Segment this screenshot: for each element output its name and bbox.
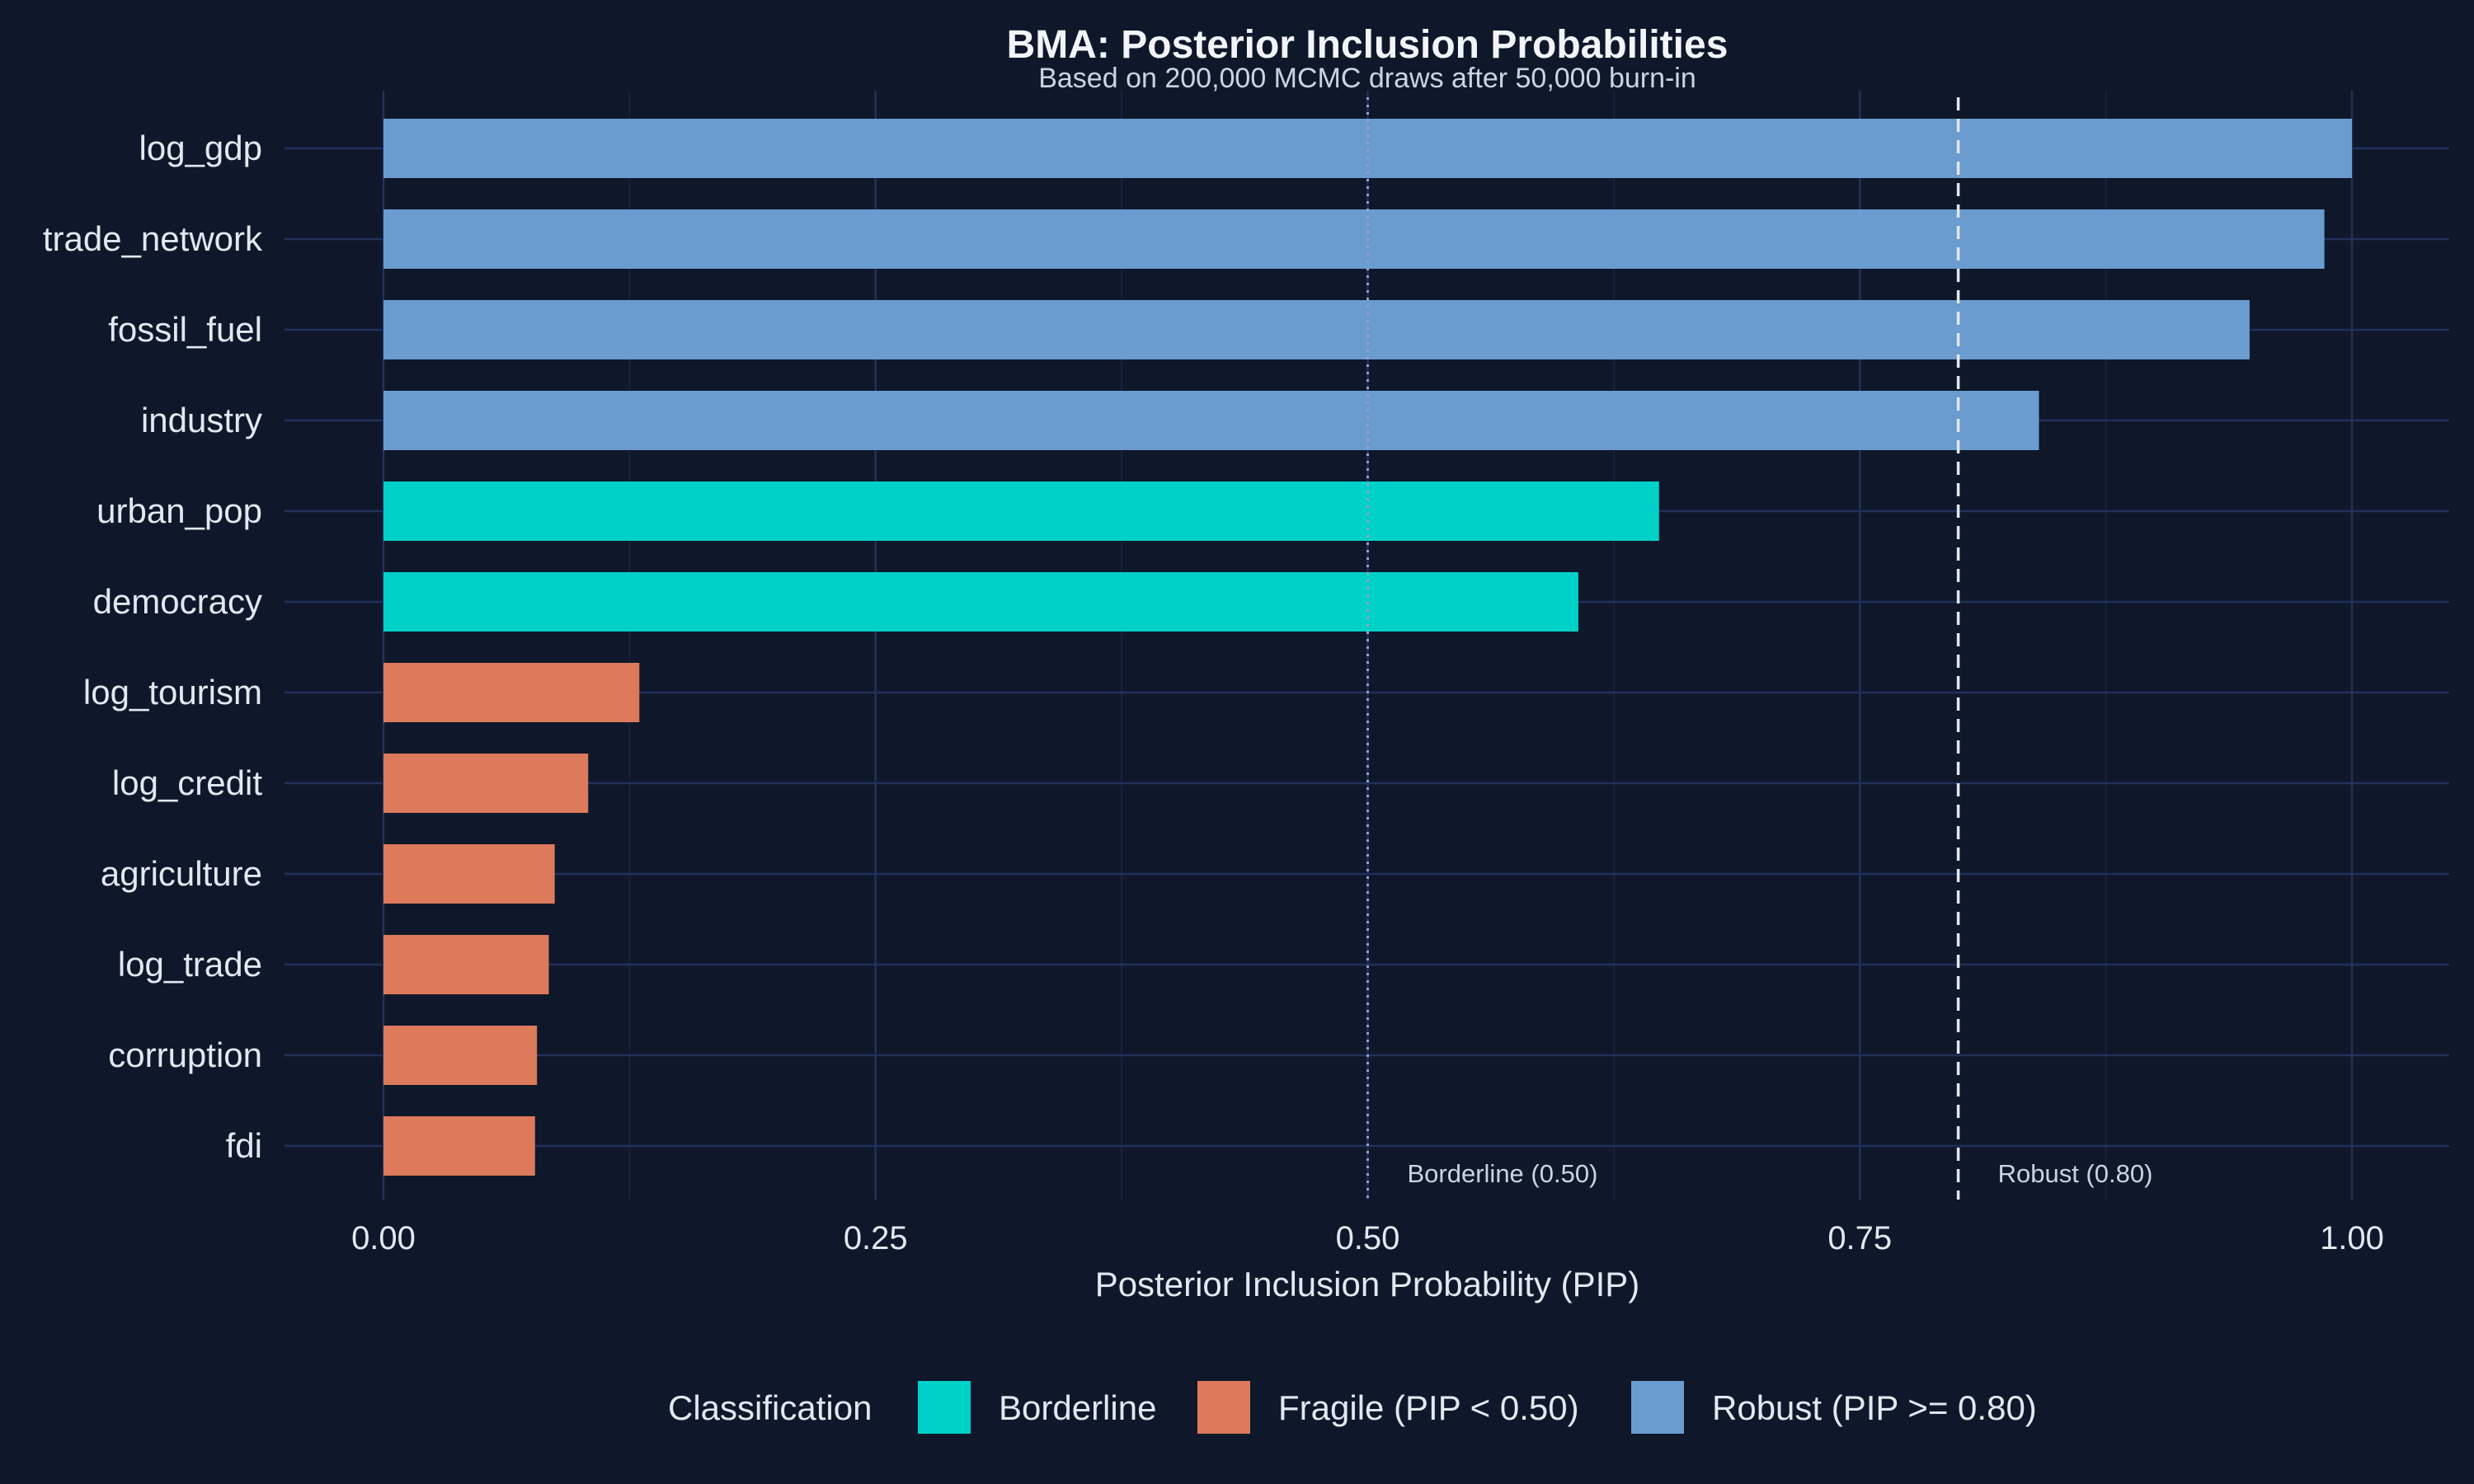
reference-line-label: Robust (0.80) bbox=[1998, 1159, 2153, 1188]
x-tick-label: 1.00 bbox=[2320, 1220, 2384, 1256]
bar-log-trade bbox=[383, 935, 549, 994]
chart-title: BMA: Posterior Inclusion Probabilities bbox=[1007, 23, 1729, 67]
bar-trade-network bbox=[383, 209, 2325, 269]
bar-industry bbox=[383, 391, 2039, 450]
x-axis-ticks: 0.00 0.25 0.50 0.75 1.00 bbox=[351, 1220, 2384, 1256]
bar-democracy bbox=[383, 572, 1578, 632]
bar-urban-pop bbox=[383, 481, 1659, 541]
x-tick-label: 0.50 bbox=[1336, 1220, 1400, 1256]
y-axis-labels: log_gdp trade_network fossil_fuel industry u… bbox=[43, 129, 263, 1165]
bar-log-tourism bbox=[383, 663, 640, 722]
legend-label: Borderline bbox=[999, 1388, 1156, 1427]
reference-line-label: Borderline (0.50) bbox=[1408, 1159, 1598, 1188]
x-axis-title: Posterior Inclusion Probability (PIP) bbox=[1095, 1265, 1640, 1303]
bar-fdi bbox=[383, 1116, 535, 1176]
legend-key bbox=[1197, 1381, 1250, 1434]
bar-agriculture bbox=[383, 844, 555, 904]
y-tick-label: industry bbox=[141, 401, 262, 439]
x-tick-label: 0.75 bbox=[1827, 1220, 1892, 1256]
y-tick-label: log_gdp bbox=[139, 129, 262, 167]
y-tick-label: corruption bbox=[108, 1036, 262, 1074]
legend-key bbox=[1631, 1381, 1684, 1434]
x-tick-label: 0.25 bbox=[844, 1220, 908, 1256]
x-tick-label: 0.00 bbox=[351, 1220, 416, 1256]
y-tick-label: fossil_fuel bbox=[108, 310, 262, 349]
y-tick-label: log_tourism bbox=[83, 673, 262, 711]
bar-corruption bbox=[383, 1026, 538, 1085]
y-tick-label: log_trade bbox=[118, 945, 262, 984]
chart-subtitle: Based on 200,000 MCMC draws after 50,000… bbox=[1038, 63, 1696, 94]
legend: Classification Borderline Fragile (PIP < 0… bbox=[668, 1381, 2037, 1434]
legend-label: Robust (PIP >= 0.80) bbox=[1712, 1388, 2037, 1427]
legend-label: Fragile (PIP < 0.50) bbox=[1278, 1388, 1579, 1427]
legend-key bbox=[918, 1381, 971, 1434]
reference-lines: Borderline (0.50) Robust (0.80) bbox=[1366, 97, 2153, 1200]
y-tick-label: democracy bbox=[93, 582, 262, 621]
legend-title: Classification bbox=[668, 1388, 872, 1427]
bars bbox=[383, 119, 2352, 1176]
y-tick-label: agriculture bbox=[101, 854, 262, 893]
y-tick-label: fdi bbox=[226, 1126, 262, 1165]
bar-log-credit bbox=[383, 754, 589, 813]
y-tick-label: trade_network bbox=[43, 219, 263, 258]
y-tick-label: log_credit bbox=[112, 763, 262, 802]
y-tick-label: urban_pop bbox=[96, 491, 262, 530]
bar-fossil-fuel bbox=[383, 300, 2250, 359]
